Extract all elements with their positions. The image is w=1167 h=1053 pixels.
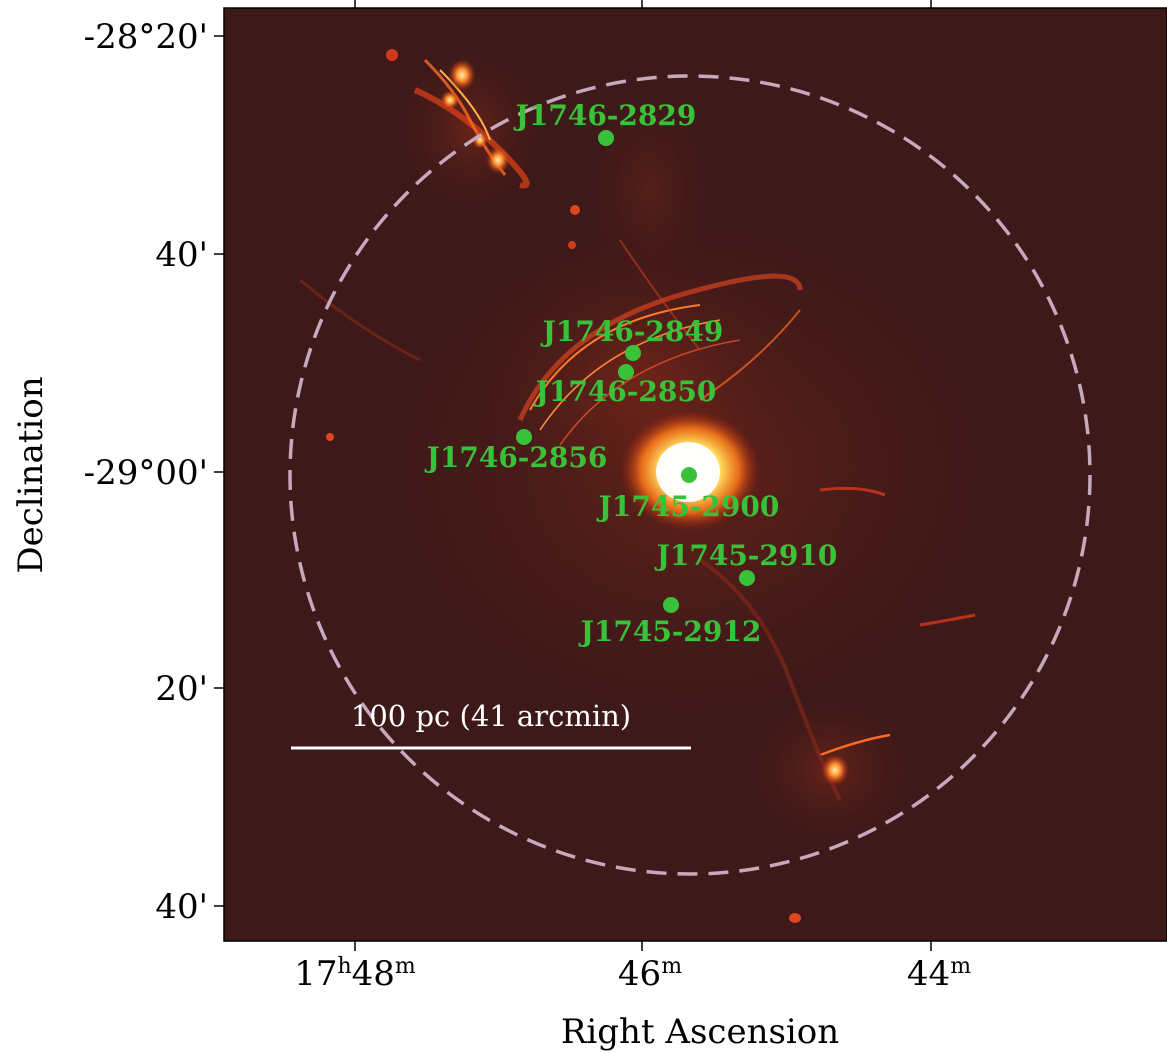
- y-axis-title: Declination: [11, 376, 51, 573]
- y-tick-label: -29°00': [84, 453, 208, 493]
- source-label-j1745-2910: J1745-2910: [654, 539, 838, 572]
- source-marker-j1746-2849: [625, 345, 641, 361]
- y-axis-tick-labels: -28°20' 40' -29°00' 20' 40': [84, 17, 208, 927]
- x-tick-label: 17h48m: [294, 954, 416, 994]
- source-marker-j1746-2856: [516, 429, 532, 445]
- source-marker-j1745-2910: [739, 570, 755, 586]
- source-label-j1746-2850: J1746-2850: [533, 375, 717, 408]
- source-marker-j1746-2829: [598, 130, 614, 146]
- source-marker-j1745-2900: [681, 467, 697, 483]
- source-marker-j1745-2912: [663, 597, 679, 613]
- scale-bar-label: 100 pc (41 arcmin): [351, 699, 631, 733]
- y-tick-label: 40': [155, 235, 208, 275]
- y-tick-label: -28°20': [84, 17, 208, 57]
- x-tick-label: 44m: [907, 954, 971, 994]
- x-axis-tick-labels: 17h48m 46m 44m: [294, 954, 971, 994]
- source-markers: [516, 130, 755, 613]
- axes-frame: [223, 7, 1167, 942]
- source-label-j1745-2912: J1745-2912: [578, 615, 762, 648]
- y-axis-ticks: [214, 35, 224, 907]
- source-label-j1746-2856: J1746-2856: [424, 441, 608, 474]
- source-labels: J1746-2829 J1746-2849 J1746-2850 J1746-2…: [424, 99, 838, 648]
- sgr-b-complex: [386, 49, 530, 189]
- x-axis-title: Right Ascension: [561, 1012, 839, 1052]
- y-tick-label: 40': [155, 887, 208, 927]
- x-tick-label: 46m: [618, 954, 682, 994]
- x-axis-ticks: [354, 0, 932, 951]
- source-label-j1745-2900: J1745-2900: [596, 490, 780, 523]
- source-marker-j1746-2850: [618, 364, 634, 380]
- source-label-j1746-2829: J1746-2829: [513, 99, 697, 132]
- y-tick-label: 20': [155, 669, 208, 709]
- coverage-circle: [288, 74, 1092, 876]
- source-label-j1746-2849: J1746-2849: [540, 315, 724, 348]
